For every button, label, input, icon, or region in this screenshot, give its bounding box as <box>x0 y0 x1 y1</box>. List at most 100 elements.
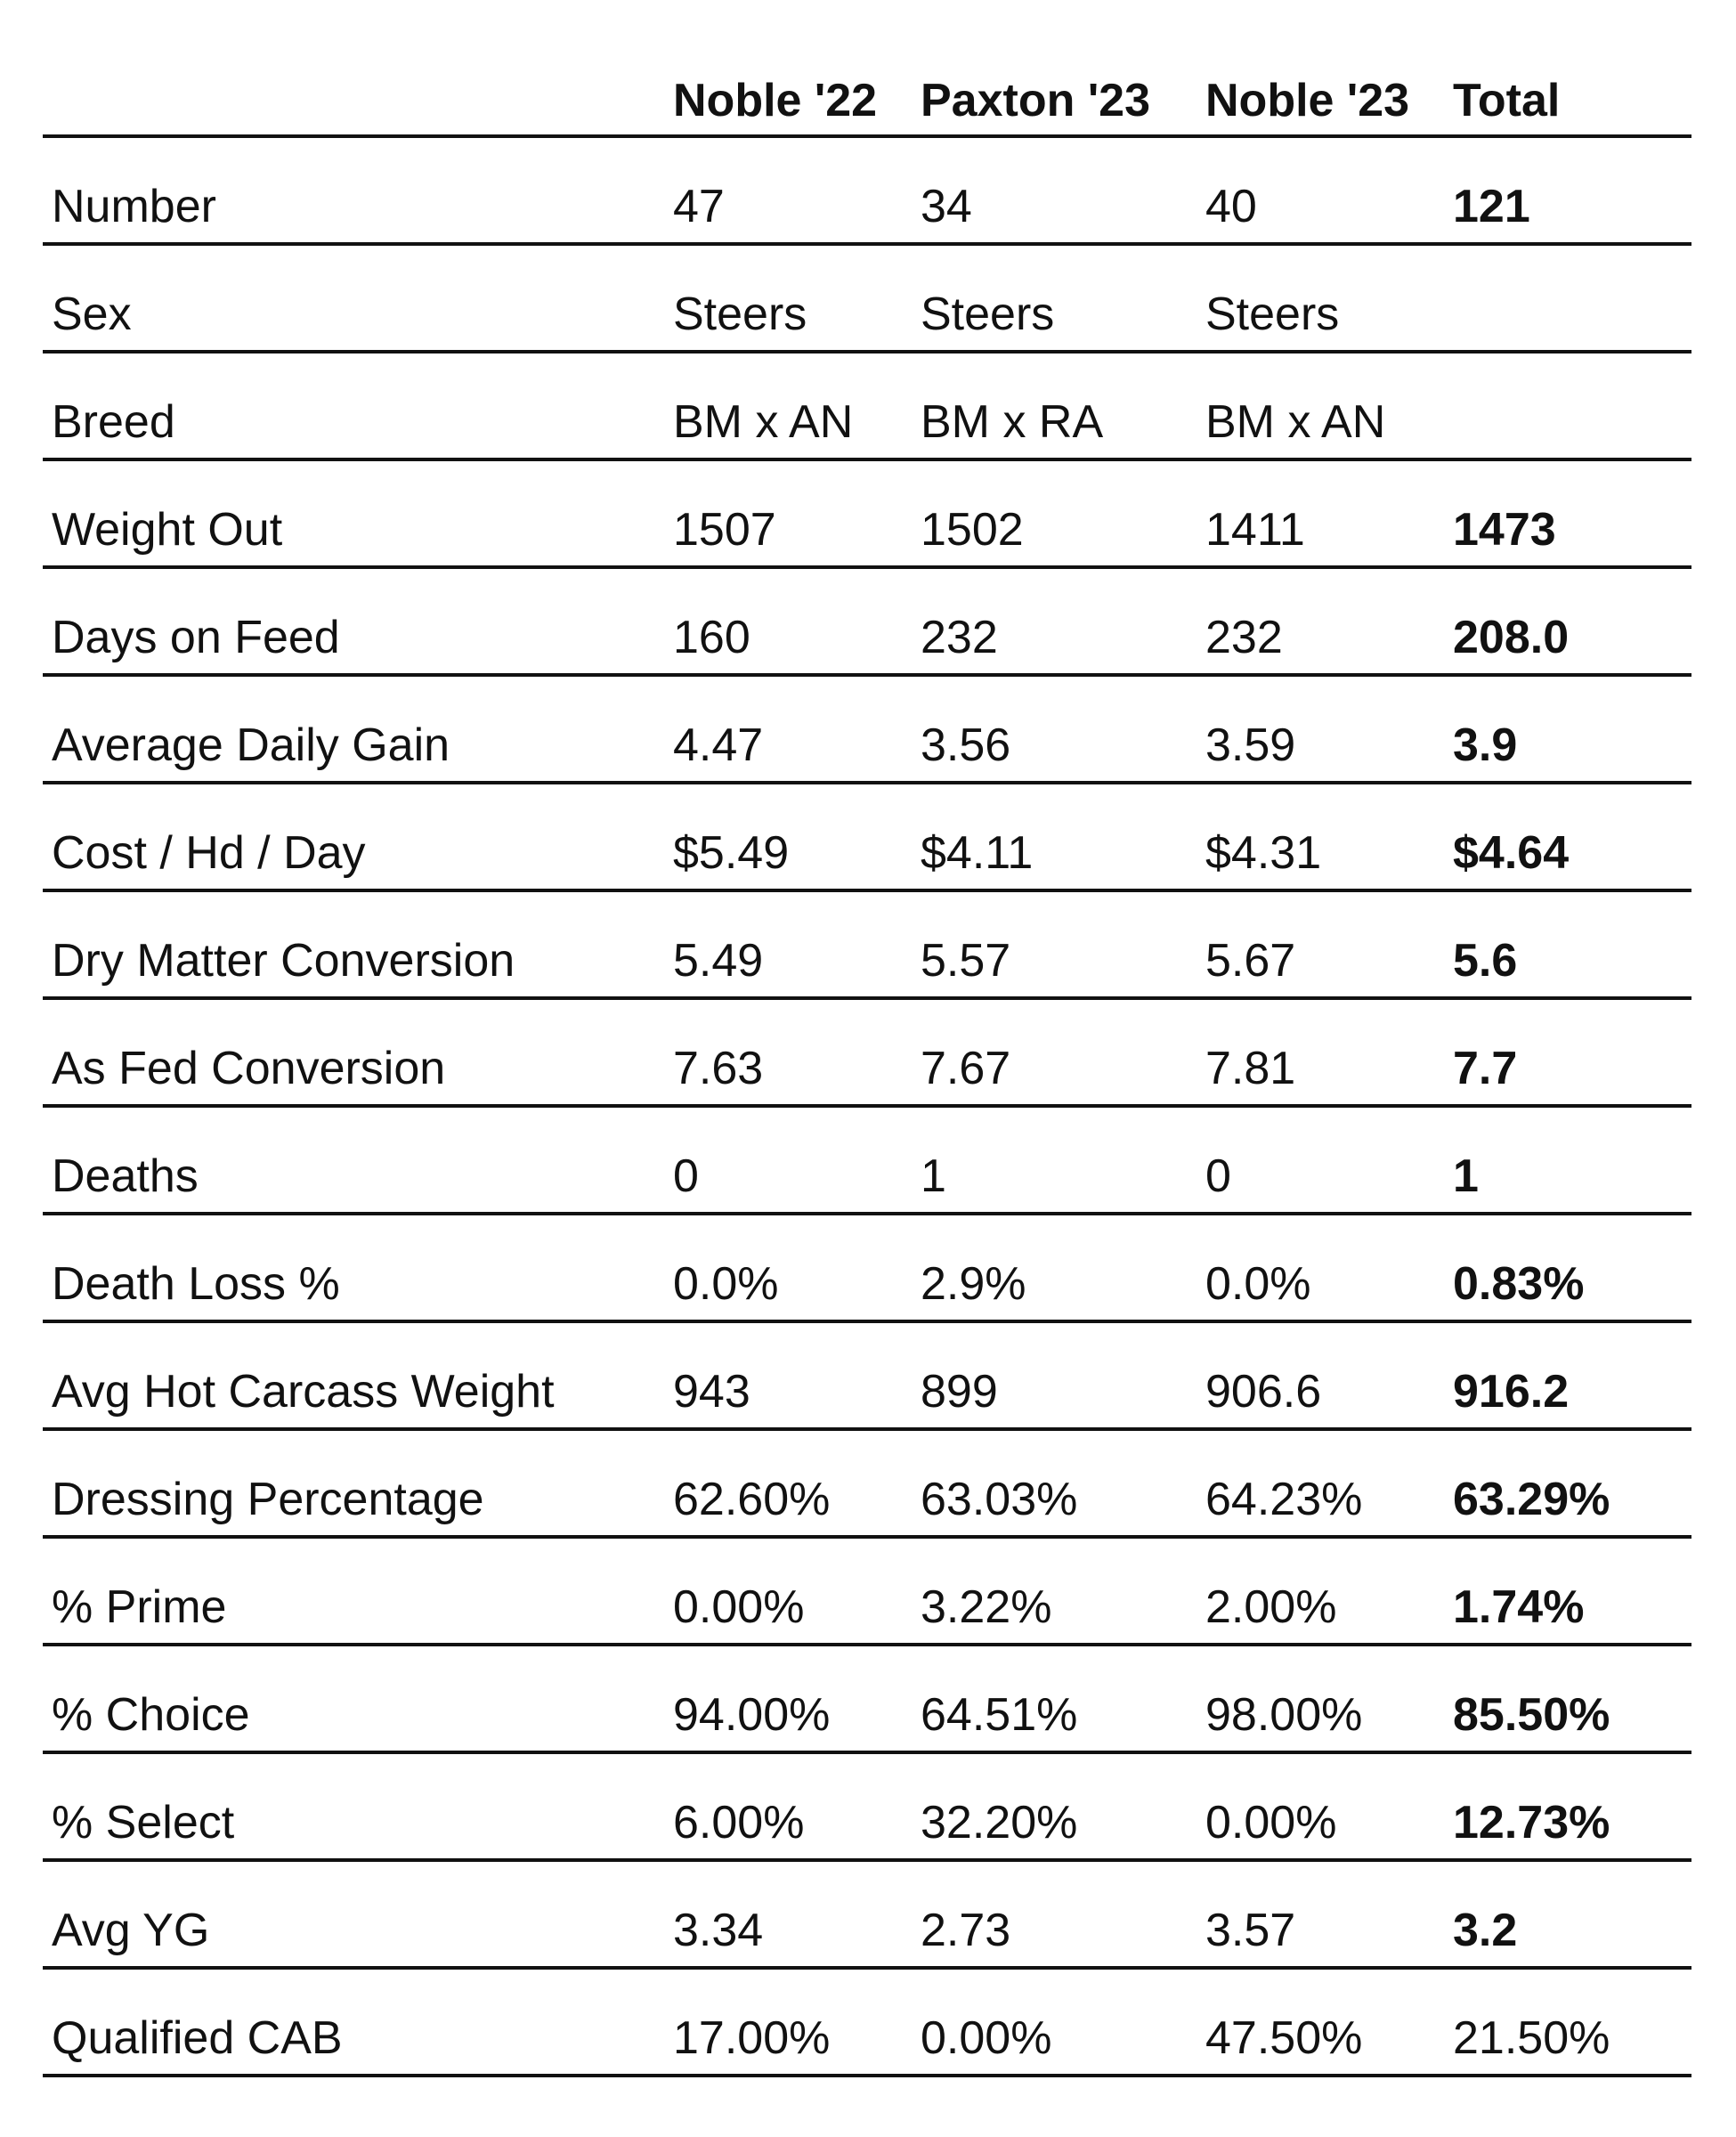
table-row: As Fed Conversion 7.63 7.67 7.81 7.7 <box>43 1000 1691 1108</box>
value-total: 1473 <box>1453 504 1556 556</box>
table-row: Qualified CAB 17.00% 0.00% 47.50% 21.50% <box>43 1970 1691 2077</box>
value-noble-22: 0 <box>673 1150 699 1202</box>
value-total: 7.7 <box>1453 1043 1518 1094</box>
row-label: As Fed Conversion <box>52 1043 446 1094</box>
row-label: % Choice <box>52 1689 250 1741</box>
value-paxton-23: 7.67 <box>921 1043 1011 1094</box>
row-label: Weight Out <box>52 504 283 556</box>
value-paxton-23: 63.03% <box>921 1474 1078 1525</box>
value-noble-23: 47.50% <box>1205 2012 1363 2064</box>
value-total: 63.29% <box>1453 1474 1610 1525</box>
row-label: % Select <box>52 1797 235 1849</box>
table-row: Average Daily Gain 4.47 3.56 3.59 3.9 <box>43 677 1691 784</box>
value-noble-22: 6.00% <box>673 1797 805 1849</box>
value-noble-23: BM x AN <box>1205 396 1386 448</box>
table-row: % Prime 0.00% 3.22% 2.00% 1.74% <box>43 1539 1691 1646</box>
value-noble-23: 0.00% <box>1205 1797 1337 1849</box>
value-noble-22: BM x AN <box>673 396 854 448</box>
value-paxton-23: 5.57 <box>921 935 1011 987</box>
value-noble-22: 4.47 <box>673 719 764 771</box>
value-noble-23: 98.00% <box>1205 1689 1363 1741</box>
value-paxton-23: 1 <box>921 1150 946 1202</box>
value-paxton-23: 3.22% <box>921 1581 1052 1633</box>
value-paxton-23: 34 <box>921 181 972 232</box>
table-row: Sex Steers Steers Steers <box>43 246 1691 353</box>
value-paxton-23: 899 <box>921 1366 998 1418</box>
value-noble-22: 62.60% <box>673 1474 831 1525</box>
value-total: 5.6 <box>1453 935 1518 987</box>
value-paxton-23: 64.51% <box>921 1689 1078 1741</box>
value-noble-23: 3.57 <box>1205 1905 1296 1956</box>
value-paxton-23: 0.00% <box>921 2012 1052 2064</box>
value-total: 12.73% <box>1453 1797 1610 1849</box>
value-noble-22: $5.49 <box>673 827 790 879</box>
value-noble-23: 3.59 <box>1205 719 1296 771</box>
value-paxton-23: 232 <box>921 612 998 663</box>
table-row: Dressing Percentage 62.60% 63.03% 64.23% 63.… <box>43 1431 1691 1539</box>
value-noble-23: 40 <box>1205 181 1257 232</box>
value-noble-23: 1411 <box>1205 504 1305 556</box>
value-noble-23: 5.67 <box>1205 935 1296 987</box>
row-label: Average Daily Gain <box>52 719 450 771</box>
row-label: Breed <box>52 396 175 448</box>
row-label: Number <box>52 181 216 232</box>
value-noble-22: 3.34 <box>673 1905 764 1956</box>
value-total: 3.2 <box>1453 1905 1518 1956</box>
row-label: Sex <box>52 288 132 340</box>
value-noble-23: 906.6 <box>1205 1366 1322 1418</box>
value-paxton-23: 3.56 <box>921 719 1011 771</box>
value-paxton-23: 32.20% <box>921 1797 1078 1849</box>
header-total: Total <box>1453 75 1561 126</box>
value-paxton-23: 2.73 <box>921 1905 1011 1956</box>
value-noble-22: 0.00% <box>673 1581 805 1633</box>
value-noble-22: 5.49 <box>673 935 764 987</box>
row-label: Avg YG <box>52 1905 210 1956</box>
value-total: 916.2 <box>1453 1366 1570 1418</box>
table-row: % Select 6.00% 32.20% 0.00% 12.73% <box>43 1754 1691 1862</box>
value-noble-23: 7.81 <box>1205 1043 1296 1094</box>
table-row: Dry Matter Conversion 5.49 5.57 5.67 5.6 <box>43 892 1691 1000</box>
row-label: Cost / Hd / Day <box>52 827 366 879</box>
value-paxton-23: $4.11 <box>921 827 1034 879</box>
table-row: Avg YG 3.34 2.73 3.57 3.2 <box>43 1862 1691 1970</box>
table-body: Number 47 34 40 121 Sex Steers Steers Steers Bree… <box>43 138 1691 2077</box>
value-noble-23: 0.0% <box>1205 1258 1311 1310</box>
value-noble-22: 47 <box>673 181 725 232</box>
value-noble-22: 7.63 <box>673 1043 764 1094</box>
summary-table: Noble '22 Paxton '23 Noble '23 Total Num… <box>43 62 1691 2077</box>
table-row: Number 47 34 40 121 <box>43 138 1691 246</box>
row-label: Days on Feed <box>52 612 340 663</box>
row-label: Dry Matter Conversion <box>52 935 515 987</box>
value-noble-23: Steers <box>1205 288 1340 340</box>
row-label: Qualified CAB <box>52 2012 343 2064</box>
header-noble-22: Noble '22 <box>673 75 878 126</box>
value-total: 3.9 <box>1453 719 1518 771</box>
row-label: Dressing Percentage <box>52 1474 484 1525</box>
value-noble-22: 1507 <box>673 504 776 556</box>
value-noble-22: 0.0% <box>673 1258 779 1310</box>
value-noble-22: 94.00% <box>673 1689 831 1741</box>
value-noble-23: $4.31 <box>1205 827 1322 879</box>
value-total: $4.64 <box>1453 827 1570 879</box>
value-total: 21.50% <box>1453 2012 1610 2064</box>
row-label: Death Loss % <box>52 1258 340 1310</box>
value-paxton-23: 1502 <box>921 504 1024 556</box>
row-label: Deaths <box>52 1150 199 1202</box>
value-noble-23: 2.00% <box>1205 1581 1337 1633</box>
value-total: 121 <box>1453 181 1530 232</box>
table-row: Avg Hot Carcass Weight 943 899 906.6 916.2 <box>43 1323 1691 1431</box>
table-row: Weight Out 1507 1502 1411 1473 <box>43 461 1691 569</box>
table-row: % Choice 94.00% 64.51% 98.00% 85.50% <box>43 1646 1691 1754</box>
table-row: Cost / Hd / Day $5.49 $4.11 $4.31 $4.64 <box>43 784 1691 892</box>
table-row: Breed BM x AN BM x RA BM x AN <box>43 353 1691 461</box>
value-total: 1 <box>1453 1150 1479 1202</box>
value-total: 208.0 <box>1453 612 1570 663</box>
value-noble-22: 160 <box>673 612 750 663</box>
value-noble-22: Steers <box>673 288 807 340</box>
table-row: Deaths 0 1 0 1 <box>43 1108 1691 1215</box>
value-total: 0.83% <box>1453 1258 1585 1310</box>
value-paxton-23: BM x RA <box>921 396 1104 448</box>
value-noble-23: 64.23% <box>1205 1474 1363 1525</box>
value-noble-22: 943 <box>673 1366 750 1418</box>
value-total: 1.74% <box>1453 1581 1585 1633</box>
